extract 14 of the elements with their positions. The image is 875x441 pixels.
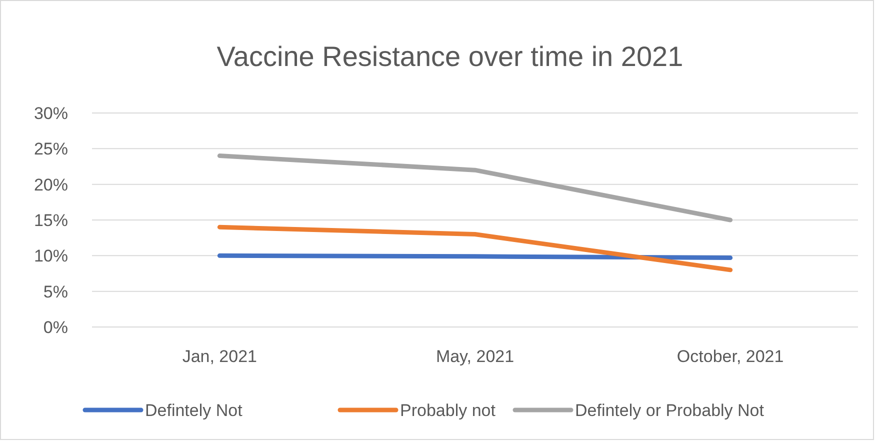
y-tick-label: 10% bbox=[34, 246, 68, 266]
y-tick-label: 25% bbox=[34, 140, 68, 159]
x-tick-label: May, 2021 bbox=[436, 347, 514, 366]
y-tick-label: 5% bbox=[43, 282, 68, 302]
x-tick-label: Jan, 2021 bbox=[182, 347, 258, 366]
x-tick-label: October, 2021 bbox=[676, 347, 784, 366]
y-tick-label: 30% bbox=[34, 104, 68, 123]
chart-title: Vaccine Resistance over time in 2021 bbox=[216, 41, 684, 72]
legend-label: Defintely Not bbox=[145, 401, 243, 420]
y-tick-label: 15% bbox=[34, 211, 68, 230]
y-tick-label: 0% bbox=[43, 318, 68, 337]
legend-label: Probably not bbox=[400, 401, 496, 420]
y-tick-label: 20% bbox=[34, 175, 68, 194]
legend-label: Defintely or Probably Not bbox=[575, 401, 764, 420]
